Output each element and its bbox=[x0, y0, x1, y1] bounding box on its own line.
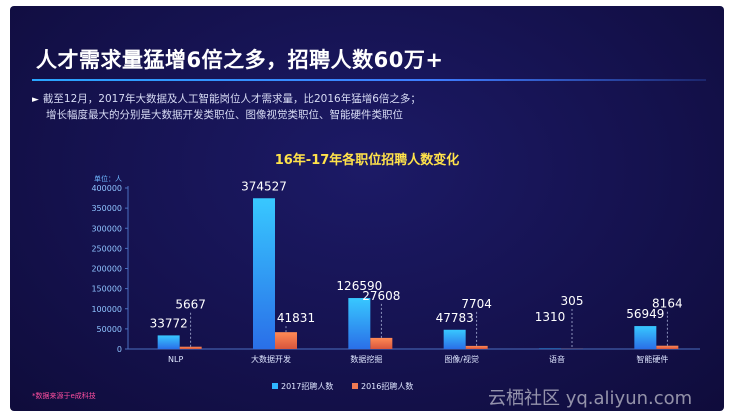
y-tick-label: 350000 bbox=[91, 204, 122, 213]
bar-2017 bbox=[443, 329, 466, 349]
bar-2017 bbox=[348, 298, 371, 349]
slide: 人才需求量猛增6倍之多，招聘人数60万+ ► 截至12月，2017年大数据及人工智… bbox=[10, 6, 724, 411]
legend-swatch-1 bbox=[352, 383, 358, 389]
data-label-2017: 33772 bbox=[150, 316, 188, 330]
y-axis-unit-label: 单位：人 bbox=[94, 174, 122, 183]
data-label-2017: 56949 bbox=[626, 307, 664, 321]
slide-title: 人才需求量猛增6倍之多，招聘人数60万+ bbox=[36, 48, 444, 72]
x-category-label: 语音 bbox=[549, 354, 565, 364]
bar-2017 bbox=[157, 335, 180, 349]
data-label-2016: 5667 bbox=[175, 298, 206, 312]
bar-2016 bbox=[179, 346, 202, 349]
x-category-label: 大数据开发 bbox=[251, 354, 291, 364]
data-label-2016: 305 bbox=[561, 294, 584, 308]
bar-chart: 单位：人 0 50000 100000 150000 200000 250000 300000… bbox=[91, 174, 700, 391]
legend-label-0: 2017招聘人数 bbox=[281, 381, 333, 391]
legend-label-1: 2016招聘人数 bbox=[361, 381, 413, 391]
x-category-label: 智能硬件 bbox=[636, 354, 668, 364]
y-tick-label: 300000 bbox=[91, 224, 122, 233]
bar-2016 bbox=[465, 345, 488, 349]
data-label-2017: 126590 bbox=[336, 279, 382, 293]
y-tick-label: 50000 bbox=[97, 325, 122, 334]
bar-2017 bbox=[634, 326, 657, 349]
data-label-2017: 374527 bbox=[241, 179, 287, 193]
bullet-line-1: 截至12月，2017年大数据及人工智能岗位人才需求量，比2016年猛增6倍之多； bbox=[42, 93, 421, 105]
chart-title: 16年-17年各职位招聘人数变化 bbox=[274, 153, 460, 168]
x-category-label: 数据挖掘 bbox=[350, 354, 382, 364]
title-divider bbox=[32, 79, 706, 81]
legend-swatch-0 bbox=[272, 383, 278, 389]
data-label-2017: 47783 bbox=[436, 311, 474, 325]
bar-2016 bbox=[656, 345, 679, 349]
bullet-line-2: 增长幅度最大的分别是大数据开发类职位、图像视觉类职位、智能硬件类职位 bbox=[46, 109, 403, 121]
y-tick-label: 200000 bbox=[91, 265, 122, 274]
x-category-label: 图像/视觉 bbox=[444, 354, 479, 364]
data-label-2016: 7704 bbox=[461, 297, 492, 311]
data-label-2016: 8164 bbox=[652, 297, 683, 311]
data-source-note: *数据来源于e成科技 bbox=[32, 392, 96, 400]
y-tick-label: 150000 bbox=[91, 285, 122, 294]
data-label-2016: 41831 bbox=[277, 311, 315, 325]
y-tick-label: 100000 bbox=[91, 305, 122, 314]
bar-2016 bbox=[370, 337, 393, 349]
watermark: 云栖社区 yq.aliyun.com bbox=[488, 388, 693, 409]
data-label-2016: 27608 bbox=[362, 289, 400, 303]
data-label-2017: 1310 bbox=[535, 310, 566, 324]
bar-2017 bbox=[253, 198, 275, 349]
x-category-label: NLP bbox=[168, 355, 183, 364]
bar-2016 bbox=[275, 332, 297, 349]
y-tick-label: 0 bbox=[117, 345, 122, 354]
bar-2017 bbox=[539, 348, 561, 349]
bullet-text: ► 截至12月，2017年大数据及人工智能岗位人才需求量，比2016年猛增6倍之多… bbox=[32, 92, 692, 123]
y-tick-label: 250000 bbox=[91, 244, 122, 253]
arrow-right-icon: ► bbox=[32, 95, 39, 105]
y-tick-label: 400000 bbox=[91, 184, 122, 193]
